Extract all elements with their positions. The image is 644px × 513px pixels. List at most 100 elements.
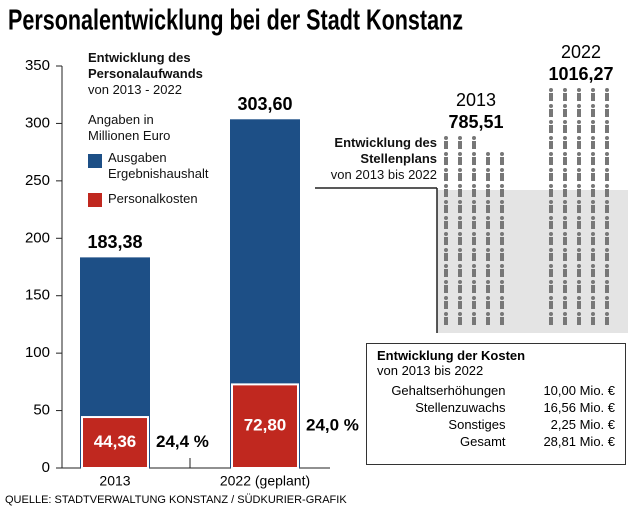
- person-icon: [500, 312, 504, 325]
- title: Personalentwicklung bei der Stadt Konsta…: [8, 5, 463, 37]
- person-icon: [472, 280, 476, 293]
- staff-subtitle: von 2013 bis 2022: [330, 167, 437, 182]
- person-icon: [591, 184, 595, 197]
- person-icon: [472, 248, 476, 261]
- person-icon: [577, 104, 581, 117]
- person-icon: [549, 152, 553, 165]
- person-icon: [591, 88, 595, 101]
- person-icon: [500, 184, 504, 197]
- person-icon: [458, 216, 462, 229]
- legend-swatch: [88, 154, 102, 168]
- person-icon: [458, 280, 462, 293]
- person-icon: [472, 232, 476, 245]
- person-icon: [549, 280, 553, 293]
- cost-rows: Gehaltserhöhungen 10,00 Mio. € Stellenzuwa…: [377, 382, 615, 450]
- person-icon: [458, 312, 462, 325]
- person-icon: [591, 312, 595, 325]
- person-icon: [472, 168, 476, 181]
- bar: [231, 383, 299, 469]
- staff-value: 785,51: [448, 112, 503, 132]
- person-icon: [486, 248, 490, 261]
- person-icon: [605, 248, 609, 261]
- person-icon: [605, 136, 609, 149]
- person-icon: [486, 280, 490, 293]
- person-icon: [444, 312, 448, 325]
- cost-cell: 2,25 Mio. €: [550, 417, 615, 432]
- person-icon: [444, 280, 448, 293]
- person-icon: [591, 104, 595, 117]
- person-icon: [458, 232, 462, 245]
- person-icon: [577, 216, 581, 229]
- person-icon: [577, 248, 581, 261]
- share-label: 24,4 %: [156, 432, 209, 451]
- cost-cell: 16,56 Mio. €: [543, 400, 615, 415]
- staff-title: Entwicklung des Stellenplans: [334, 135, 437, 166]
- person-icon: [549, 184, 553, 197]
- person-icon: [563, 152, 567, 165]
- legend-title: Entwicklung des Personalaufwands von 2013…: [88, 50, 238, 98]
- person-icon: [458, 264, 462, 277]
- person-icon: [472, 200, 476, 213]
- person-icon: [605, 152, 609, 165]
- cost-cell: 10,00 Mio. €: [543, 383, 615, 398]
- person-icon: [577, 264, 581, 277]
- unit-note: Angaben in Millionen Euro: [88, 112, 171, 143]
- y-tick-label: 250: [25, 172, 50, 189]
- cost-title: Entwicklung der Kosten: [377, 348, 526, 363]
- legend-label: Ausgaben Ergebnishaushalt: [108, 150, 209, 181]
- person-icon: [563, 168, 567, 181]
- person-icon: [472, 184, 476, 197]
- legend-subtitle: von 2013 - 2022: [88, 82, 182, 97]
- person-icon: [549, 168, 553, 181]
- person-icon: [563, 104, 567, 117]
- person-icon: [563, 88, 567, 101]
- person-icon: [563, 184, 567, 197]
- person-icon: [605, 88, 609, 101]
- cost-subtitle: von 2013 bis 2022: [377, 363, 484, 378]
- person-icon: [577, 152, 581, 165]
- bar: [81, 416, 149, 470]
- staff-year: 2013: [456, 90, 496, 110]
- person-icon: [563, 216, 567, 229]
- person-icon: [500, 168, 504, 181]
- person-icon: [591, 120, 595, 133]
- person-icon: [577, 312, 581, 325]
- person-icon: [549, 248, 553, 261]
- person-icon: [577, 120, 581, 133]
- person-icon: [549, 296, 553, 309]
- person-icon: [605, 232, 609, 245]
- person-icon: [563, 120, 567, 133]
- x-tick-label: 2013: [99, 473, 130, 489]
- staff-background: [437, 190, 628, 333]
- person-icon: [605, 200, 609, 213]
- person-icon: [591, 216, 595, 229]
- person-icon: [591, 264, 595, 277]
- person-icon: [500, 232, 504, 245]
- person-icon: [458, 136, 462, 149]
- person-icon: [605, 168, 609, 181]
- person-icon: [605, 216, 609, 229]
- person-icon: [444, 152, 448, 165]
- person-icon: [577, 168, 581, 181]
- person-icon: [605, 264, 609, 277]
- person-icon: [458, 296, 462, 309]
- person-icon: [444, 200, 448, 213]
- person-icon: [458, 168, 462, 181]
- person-icon: [605, 280, 609, 293]
- person-icon: [591, 248, 595, 261]
- person-icon: [549, 232, 553, 245]
- person-icon: [563, 136, 567, 149]
- person-icon: [472, 216, 476, 229]
- person-icon: [500, 216, 504, 229]
- value-label: 44,36: [94, 432, 137, 451]
- person-icon: [458, 200, 462, 213]
- person-icon: [563, 248, 567, 261]
- person-icon: [563, 232, 567, 245]
- person-icon: [472, 152, 476, 165]
- person-icon: [472, 296, 476, 309]
- person-icon: [472, 264, 476, 277]
- person-icon: [444, 184, 448, 197]
- cost-cell: Stellenzuwachs: [415, 400, 506, 415]
